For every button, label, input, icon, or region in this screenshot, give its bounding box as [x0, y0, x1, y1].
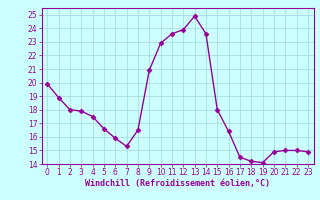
X-axis label: Windchill (Refroidissement éolien,°C): Windchill (Refroidissement éolien,°C) — [85, 179, 270, 188]
